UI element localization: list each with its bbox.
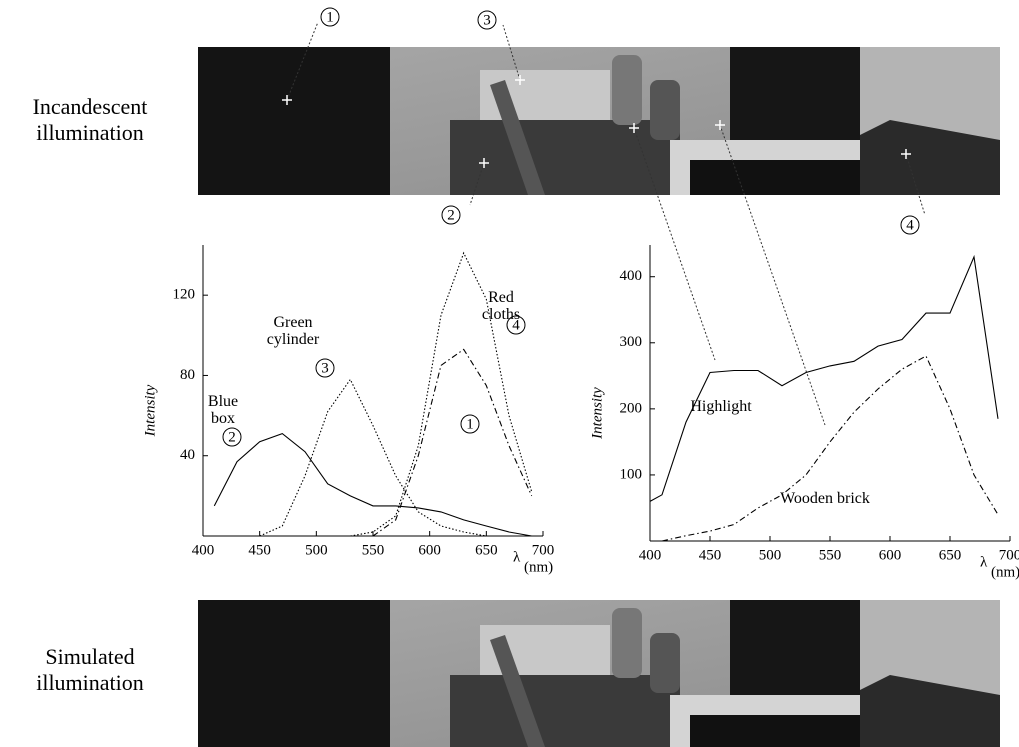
callout-circle <box>315 358 335 378</box>
callout-circle <box>222 427 242 447</box>
callout-number: 1 <box>466 416 474 432</box>
x-tick-label: 650 <box>475 542 498 558</box>
callout-circle <box>460 414 480 434</box>
callout-circle <box>320 7 340 27</box>
callout-number: 4 <box>906 217 914 233</box>
series-line <box>350 251 533 537</box>
photo-simulated <box>198 600 1000 747</box>
x-tick-label: 500 <box>759 547 782 563</box>
callout-circle <box>506 315 526 335</box>
x-axis-label: λ <box>980 554 988 570</box>
callout-number: 2 <box>447 207 455 223</box>
callout-circle <box>477 10 497 30</box>
row-label: Simulated illumination <box>36 644 144 695</box>
callout-number: 3 <box>483 12 491 28</box>
x-tick-label: 600 <box>879 547 902 563</box>
x-tick-label: 600 <box>418 542 441 558</box>
x-tick-label: 550 <box>819 547 842 563</box>
x-tick-label: 500 <box>305 542 328 558</box>
callout-number: 1 <box>326 9 334 25</box>
x-tick-label: 450 <box>248 542 271 558</box>
callout-number: 3 <box>321 360 329 376</box>
series-line <box>372 348 533 537</box>
series-name: Green cylinder <box>266 314 320 348</box>
x-axis-unit: (nm) <box>524 559 553 575</box>
y-axis-label: Intensity <box>142 384 158 437</box>
series-line <box>649 254 999 502</box>
pointer-lines <box>286 21 926 426</box>
series-line <box>213 432 532 537</box>
callout-circle <box>900 215 920 235</box>
callout-circle <box>441 205 461 225</box>
series-line <box>259 378 487 537</box>
photo-incandescent <box>198 47 1000 195</box>
series-name: Wooden brick <box>780 490 870 507</box>
y-tick-label: 120 <box>173 287 196 303</box>
y-tick-label: 40 <box>180 447 195 463</box>
x-axis-unit: (nm) <box>991 564 1019 580</box>
point-markers <box>282 75 911 168</box>
y-tick-label: 200 <box>620 400 643 416</box>
x-tick-label: 400 <box>639 547 662 563</box>
callout-number: 2 <box>228 429 236 445</box>
y-tick-label: 100 <box>620 466 643 482</box>
x-tick-label: 700 <box>532 542 555 558</box>
y-tick-label: 400 <box>620 268 643 284</box>
x-axis-label: λ <box>513 549 521 565</box>
y-tick-label: 80 <box>180 367 195 383</box>
callout-number: 4 <box>512 317 520 333</box>
x-tick-label: 400 <box>192 542 215 558</box>
x-tick-label: 550 <box>362 542 385 558</box>
series-name: Red cloths <box>481 289 521 323</box>
series-name: Highlight <box>690 398 752 415</box>
series-name: Blue box <box>207 393 239 427</box>
x-tick-label: 450 <box>699 547 722 563</box>
y-axis-label: Intensity <box>589 387 605 440</box>
y-tick-label: 300 <box>620 334 643 350</box>
series-line <box>661 355 999 542</box>
x-tick-label: 650 <box>939 547 962 563</box>
x-tick-label: 700 <box>999 547 1019 563</box>
row-label: Incandescent illumination <box>32 94 148 145</box>
